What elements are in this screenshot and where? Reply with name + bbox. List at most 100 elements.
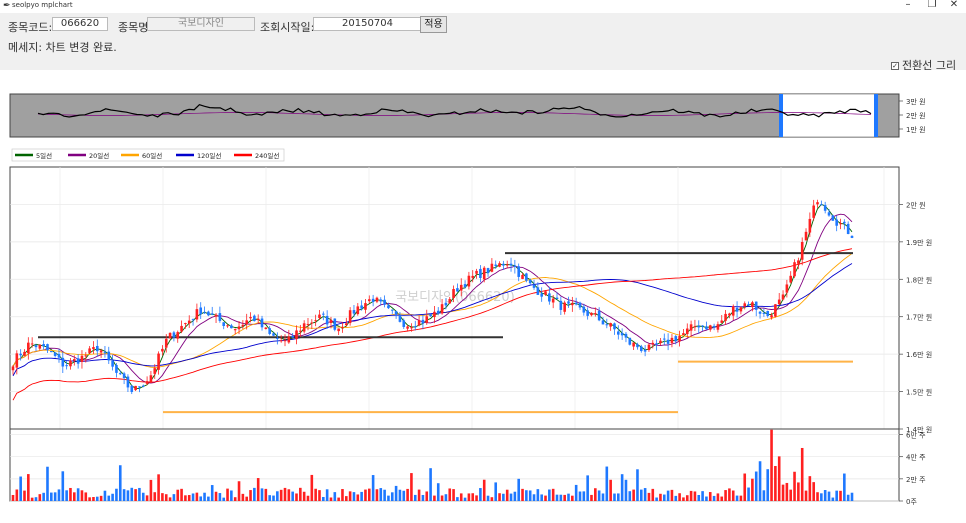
volume-bar bbox=[827, 491, 831, 501]
volume-bar bbox=[103, 490, 107, 501]
candle-body bbox=[624, 333, 628, 338]
candle-body bbox=[322, 313, 325, 315]
volume-bar bbox=[781, 484, 785, 501]
candle-body bbox=[800, 242, 804, 260]
candle-body bbox=[283, 340, 287, 342]
candle bbox=[456, 283, 459, 292]
candle bbox=[299, 324, 302, 338]
overview-panel bbox=[9, 93, 900, 138]
candle bbox=[571, 296, 574, 312]
volume-bar bbox=[76, 488, 80, 501]
ma-line-2 bbox=[12, 213, 853, 384]
ma-line-3 bbox=[12, 253, 853, 369]
candle-body bbox=[249, 317, 252, 319]
volume-bar bbox=[157, 474, 160, 501]
apply-button[interactable]: 적용 bbox=[420, 16, 447, 33]
candle-body bbox=[513, 265, 517, 267]
candle bbox=[46, 343, 49, 353]
candle bbox=[149, 371, 153, 383]
candle bbox=[705, 321, 708, 330]
candle-body bbox=[433, 311, 436, 318]
volume-bar bbox=[375, 489, 379, 501]
candle bbox=[494, 260, 498, 269]
volume-bar bbox=[574, 484, 578, 501]
candle-body bbox=[356, 306, 360, 315]
volume-bar bbox=[253, 487, 256, 501]
candle-body bbox=[222, 322, 226, 327]
candle bbox=[754, 301, 758, 317]
volume-bar bbox=[329, 497, 333, 501]
checkbox-box[interactable]: ✓ bbox=[891, 62, 899, 70]
volume-bar bbox=[712, 495, 716, 501]
chart-svg[interactable]: 3만 원 2만 원 1만 원 5일선 20일선 60일선 120일선 240일선 국보디자인… bbox=[0, 70, 966, 523]
candle bbox=[548, 286, 551, 305]
candle bbox=[72, 355, 76, 366]
volume-bar bbox=[30, 497, 34, 501]
volume-bar bbox=[766, 469, 770, 501]
candle-body bbox=[682, 333, 685, 336]
candle-body bbox=[617, 331, 620, 335]
volume-bar bbox=[843, 473, 846, 501]
volume-bar bbox=[268, 495, 271, 501]
candle-body bbox=[632, 342, 635, 347]
candle-body bbox=[276, 337, 279, 339]
candle-body bbox=[486, 268, 490, 274]
candle-body bbox=[731, 306, 735, 316]
candle bbox=[111, 354, 114, 371]
candle bbox=[348, 307, 352, 326]
volume-bar bbox=[839, 490, 842, 501]
candle-body bbox=[590, 312, 593, 316]
candle bbox=[666, 333, 670, 351]
candle bbox=[682, 329, 685, 336]
candle bbox=[80, 350, 84, 369]
candle-body bbox=[720, 320, 724, 323]
candle-body bbox=[601, 320, 605, 325]
candle bbox=[371, 294, 375, 307]
candle bbox=[42, 340, 45, 350]
volume-bar bbox=[594, 488, 597, 501]
candle bbox=[597, 307, 601, 322]
start-date-input[interactable]: 20150704 bbox=[313, 17, 422, 31]
candle bbox=[540, 287, 543, 302]
volume-bar bbox=[816, 492, 819, 501]
candle bbox=[383, 295, 386, 308]
volume-bar bbox=[222, 497, 226, 501]
candle bbox=[318, 309, 321, 321]
candle bbox=[191, 318, 195, 326]
volume-bar bbox=[299, 487, 302, 501]
candle bbox=[662, 333, 666, 345]
volume-bar bbox=[115, 488, 118, 501]
candle bbox=[122, 371, 126, 385]
candle-body bbox=[57, 354, 61, 358]
candle bbox=[536, 282, 540, 296]
volume-bar bbox=[203, 492, 206, 501]
volume-bar bbox=[233, 497, 237, 501]
candle bbox=[367, 295, 371, 304]
candle-body bbox=[429, 314, 432, 317]
candle bbox=[65, 360, 68, 370]
candle-body bbox=[360, 305, 363, 309]
volume-bar bbox=[624, 479, 628, 501]
candle-body bbox=[517, 266, 520, 277]
candle-body bbox=[521, 274, 524, 279]
candle-body bbox=[536, 287, 540, 295]
candle bbox=[34, 343, 38, 352]
maximize-button[interactable]: ❐ bbox=[927, 0, 937, 10]
code-input[interactable]: 066620 bbox=[52, 17, 108, 31]
candle bbox=[126, 374, 130, 393]
volume-bar bbox=[429, 468, 432, 501]
chart-area[interactable]: 3만 원 2만 원 1만 원 5일선 20일선 60일선 120일선 240일선 국보디자인… bbox=[0, 70, 966, 523]
candle bbox=[11, 365, 15, 375]
volume-bar bbox=[850, 492, 854, 501]
candle-body bbox=[689, 324, 693, 331]
candle bbox=[735, 301, 739, 318]
volume-bar bbox=[141, 492, 145, 501]
candle-body bbox=[594, 313, 597, 315]
minimize-button[interactable]: – bbox=[905, 0, 911, 10]
candle-body bbox=[164, 338, 168, 348]
close-button[interactable]: ✕ bbox=[949, 0, 959, 10]
volume-bar bbox=[264, 488, 268, 501]
candle-body bbox=[448, 299, 452, 304]
candle-body bbox=[38, 344, 42, 349]
volume-bar bbox=[609, 479, 612, 501]
